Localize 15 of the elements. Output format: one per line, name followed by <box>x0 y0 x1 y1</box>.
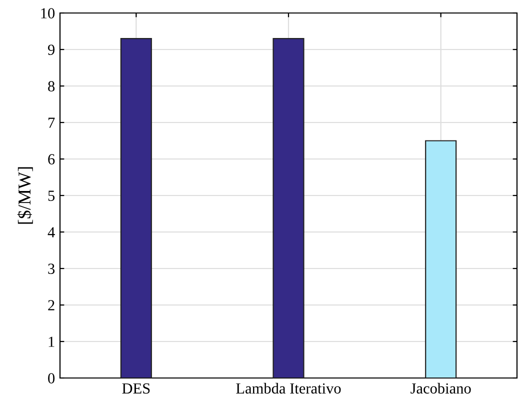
x-tick-label: DES <box>122 383 150 394</box>
y-tick-label: 3 <box>48 264 55 274</box>
y-tick-label: 10 <box>41 8 55 18</box>
y-tick-label: 2 <box>48 300 54 310</box>
y-tick-label: 5 <box>48 190 55 201</box>
x-tick-label: Lambda Iterativo <box>236 382 341 394</box>
x-tick-label: Jacobiano <box>410 382 471 394</box>
y-tick-label: 0 <box>48 373 55 384</box>
y-tick-label: 9 <box>48 44 55 55</box>
y-tick-label: 6 <box>48 154 55 164</box>
y-tick-label: 7 <box>48 118 55 128</box>
y-tick-label: 8 <box>48 81 55 92</box>
y-tick-label: 4 <box>48 227 55 238</box>
y-axis-title: [$/MW] <box>17 167 33 224</box>
y-tick-label: 1 <box>48 336 54 347</box>
